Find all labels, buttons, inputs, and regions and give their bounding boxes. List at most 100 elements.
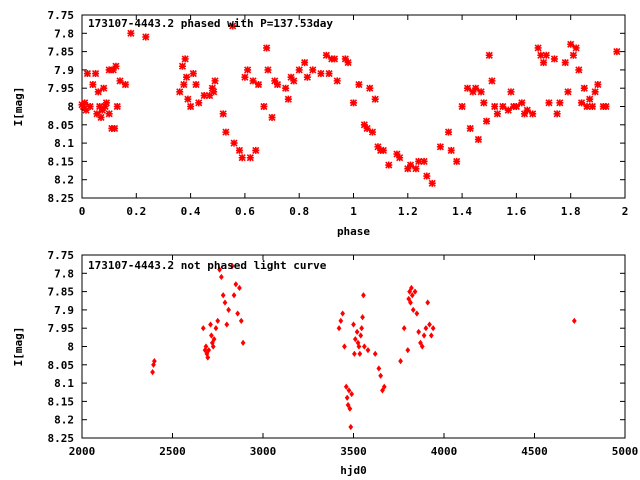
data-point <box>491 102 499 111</box>
data-point <box>355 80 363 89</box>
y-tick-label: 8.15 <box>48 395 75 408</box>
x-tick-label: 0.4 <box>181 205 201 218</box>
data-point <box>469 88 477 96</box>
data-point <box>493 110 501 118</box>
data-point <box>363 124 371 133</box>
data-point <box>109 66 117 74</box>
data-point <box>105 66 113 74</box>
data-point <box>238 317 244 324</box>
data-series <box>150 262 577 431</box>
x-tick-label: 3000 <box>250 445 277 458</box>
data-point <box>271 77 279 85</box>
data-point <box>537 51 545 59</box>
data-point <box>569 51 577 59</box>
data-point <box>586 95 594 103</box>
data-point <box>187 102 195 111</box>
data-point <box>241 73 249 81</box>
plot-frame <box>81 254 626 439</box>
data-point <box>86 102 94 111</box>
data-point <box>428 332 434 339</box>
x-tick-label: 2 <box>622 205 629 218</box>
x-tick-label: 1 <box>350 205 357 218</box>
data-point <box>371 95 379 103</box>
y-axis-label: I[mag] <box>12 327 25 367</box>
data-point <box>101 102 109 111</box>
data-point <box>113 102 121 111</box>
data-point <box>488 77 496 85</box>
data-point <box>219 110 227 118</box>
data-point <box>213 325 219 332</box>
data-point <box>229 22 237 30</box>
chart-title: 173107-4443.2 not phased light curve <box>88 259 327 272</box>
data-point <box>94 88 102 96</box>
y-tick-label: 8.1 <box>54 377 74 390</box>
data-point <box>357 350 363 357</box>
y-tick-label: 7.85 <box>48 46 75 59</box>
data-point <box>523 106 531 114</box>
x-tick-label: 0.2 <box>126 205 146 218</box>
data-point <box>200 91 208 100</box>
data-point <box>342 343 347 350</box>
data-point <box>273 80 282 89</box>
data-point <box>206 91 214 100</box>
data-point <box>347 405 353 412</box>
data-point <box>152 358 157 365</box>
data-point <box>210 88 218 96</box>
data-point <box>372 350 378 357</box>
plot-frame <box>81 14 626 199</box>
data-point <box>385 161 393 169</box>
data-point <box>351 321 356 328</box>
data-point <box>333 77 341 85</box>
y-tick-label: 8.05 <box>48 359 75 372</box>
data-point <box>425 299 431 306</box>
data-point <box>401 325 407 332</box>
data-point <box>352 350 357 357</box>
data-point <box>284 95 292 103</box>
data-point <box>237 284 242 292</box>
data-point <box>345 401 351 409</box>
data-point <box>539 59 548 67</box>
data-point <box>82 106 90 114</box>
data-point <box>567 40 575 48</box>
data-point <box>408 299 413 306</box>
data-point <box>206 347 212 354</box>
data-point <box>230 139 238 147</box>
data-point <box>428 179 436 187</box>
data-point <box>423 172 431 180</box>
data-point <box>405 347 411 354</box>
data-point <box>580 84 588 92</box>
data-point <box>97 113 105 122</box>
data-point <box>346 387 352 394</box>
data-point <box>290 77 298 85</box>
data-point <box>542 51 550 59</box>
data-point <box>588 102 596 111</box>
data-point <box>453 157 461 165</box>
y-tick-label: 8 <box>67 101 74 114</box>
data-point <box>341 55 349 63</box>
data-point <box>410 306 416 313</box>
data-point <box>235 146 244 154</box>
data-point <box>550 55 558 63</box>
data-point <box>356 343 362 350</box>
data-point <box>224 321 230 328</box>
data-point <box>577 99 586 107</box>
y-tick-label: 7.95 <box>48 82 75 95</box>
data-point <box>343 383 349 390</box>
y-tick-label: 8.2 <box>54 414 74 427</box>
x-tick-label: 1.6 <box>506 205 526 218</box>
data-point <box>444 128 453 136</box>
data-point <box>189 69 197 78</box>
data-point <box>192 80 200 89</box>
data-point <box>534 44 542 52</box>
data-point <box>358 332 364 339</box>
data-point <box>482 117 491 125</box>
data-point <box>325 69 333 78</box>
data-point <box>184 95 192 103</box>
x-axis-label: hjd0 <box>340 464 367 477</box>
data-point <box>229 262 235 270</box>
data-point <box>238 154 246 162</box>
data-point <box>520 110 529 118</box>
x-tick-label: 0 <box>79 205 86 218</box>
data-point <box>458 102 466 111</box>
data-point <box>195 99 203 107</box>
